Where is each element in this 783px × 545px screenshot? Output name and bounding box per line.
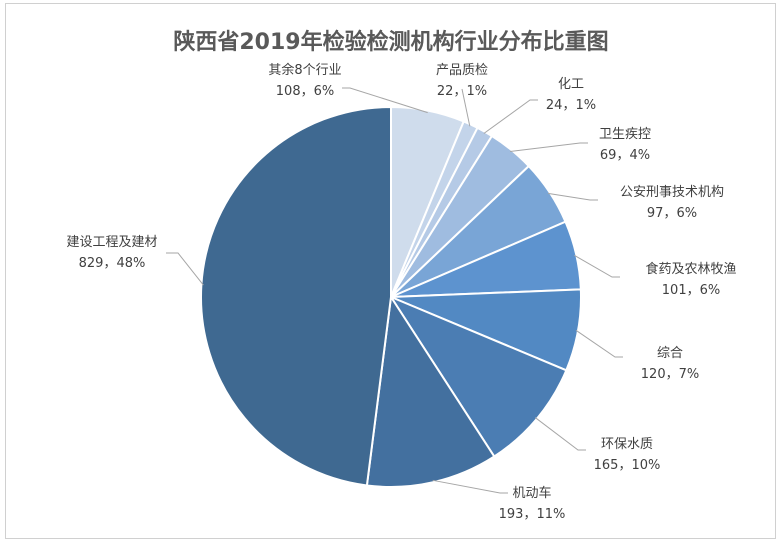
label-name-slice-9: 机动车 — [512, 485, 551, 501]
leader-line-slice-6 — [574, 254, 620, 278]
label-name-slice-4: 卫生疾控 — [599, 127, 651, 142]
label-value-slice-6: 101，6% — [662, 283, 720, 298]
leader-line-slice-8 — [534, 417, 586, 451]
leader-line-slice-4 — [509, 142, 588, 152]
label-name-slice-8: 环保水质 — [601, 437, 653, 452]
label-name-slice-6: 食药及农林牧渔 — [645, 261, 736, 277]
label-value-slice-10: 829，48% — [79, 256, 146, 271]
leader-lines-group — [166, 87, 623, 494]
label-value-slice-4: 69，4% — [600, 148, 650, 163]
leader-line-slice-2 — [461, 88, 471, 127]
label-name-slice-1: 其余8个行业 — [268, 62, 341, 78]
label-name-slice-2: 产品质检 — [436, 63, 488, 78]
label-name-slice-5: 公安刑事技术机构 — [620, 185, 724, 200]
label-name-slice-7: 综合 — [657, 346, 683, 361]
label-value-slice-1: 108，6% — [276, 84, 334, 99]
label-value-slice-3: 24，1% — [546, 98, 596, 113]
leader-line-slice-7 — [575, 329, 623, 358]
label-value-slice-7: 120，7% — [641, 367, 699, 382]
pie-slice-10[interactable] — [200, 105, 392, 487]
pie-slice-9[interactable] — [365, 294, 496, 488]
chart-title: 陕西省2019年检验检测机构行业分布比重图 — [173, 29, 608, 55]
label-value-slice-9: 193，11% — [499, 507, 566, 522]
leader-line-slice-3 — [483, 99, 538, 134]
slices-group — [200, 105, 582, 488]
label-value-slice-2: 22，1% — [437, 84, 487, 99]
leader-line-slice-1 — [342, 87, 428, 114]
label-value-slice-5: 97，6% — [647, 206, 697, 221]
leader-line-slice-9 — [432, 479, 508, 494]
leader-line-slice-5 — [547, 192, 598, 201]
labels-group: 其余8个行业 108，6% 产品质检 22，1% 化工 24，1%卫生疾控 69，4% 公安刑… — [66, 62, 736, 522]
label-name-slice-3: 化工 — [558, 77, 584, 92]
leader-line-slice-10 — [166, 252, 204, 286]
label-name-slice-10: 建设工程及建材 — [66, 235, 157, 250]
label-value-slice-8: 165，10% — [594, 458, 661, 473]
